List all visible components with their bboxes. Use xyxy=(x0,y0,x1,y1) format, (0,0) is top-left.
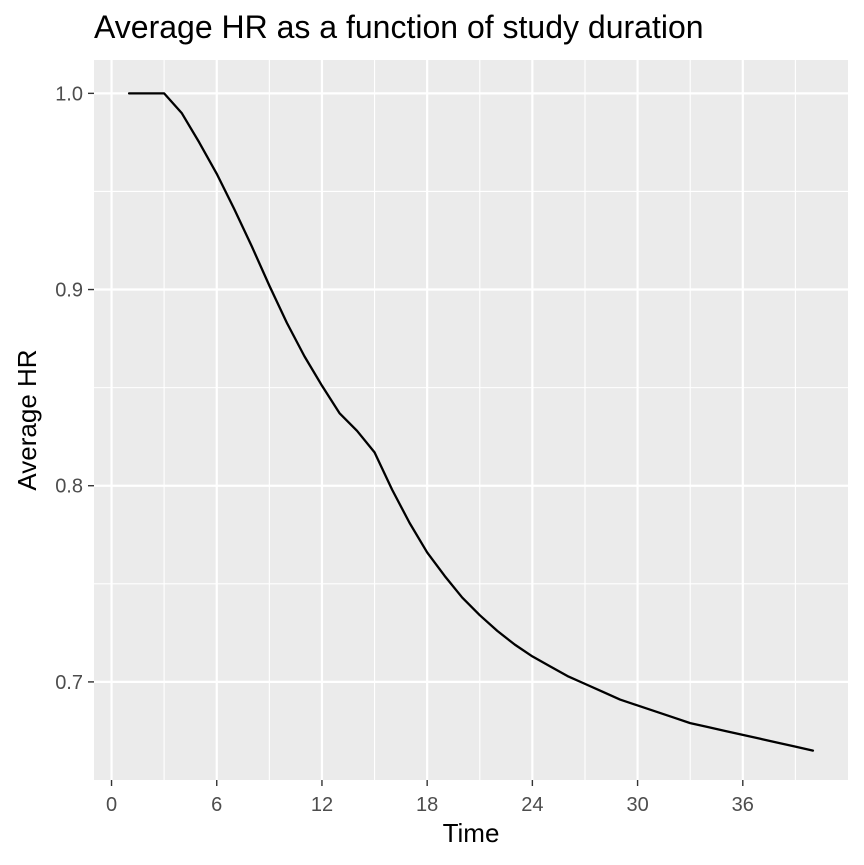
y-tick-label: 0.7 xyxy=(55,672,83,694)
x-tick-label: 6 xyxy=(211,794,222,816)
major-gridlines xyxy=(94,60,848,780)
y-axis: 0.7 0.8 0.9 1.0 xyxy=(55,83,94,694)
x-tick-label: 12 xyxy=(311,794,333,816)
x-tick-label: 0 xyxy=(106,794,117,816)
y-tick-label: 1.0 xyxy=(55,83,83,105)
x-tick-label: 30 xyxy=(626,794,648,816)
plot-panel xyxy=(94,60,848,780)
data-series xyxy=(127,92,815,752)
y-axis-title: Average HR xyxy=(12,349,42,490)
x-axis-title: Time xyxy=(443,818,500,848)
series-line xyxy=(127,92,815,752)
y-tick-label: 0.8 xyxy=(55,476,83,498)
minor-gridlines xyxy=(94,60,848,780)
x-tick-label: 24 xyxy=(521,794,543,816)
chart-title: Average HR as a function of study durati… xyxy=(94,9,704,45)
x-axis: 0 6 12 18 24 30 36 xyxy=(106,780,754,816)
x-tick-label: 18 xyxy=(416,794,438,816)
y-tick-label: 0.9 xyxy=(55,280,83,302)
x-tick-label: 36 xyxy=(732,794,754,816)
